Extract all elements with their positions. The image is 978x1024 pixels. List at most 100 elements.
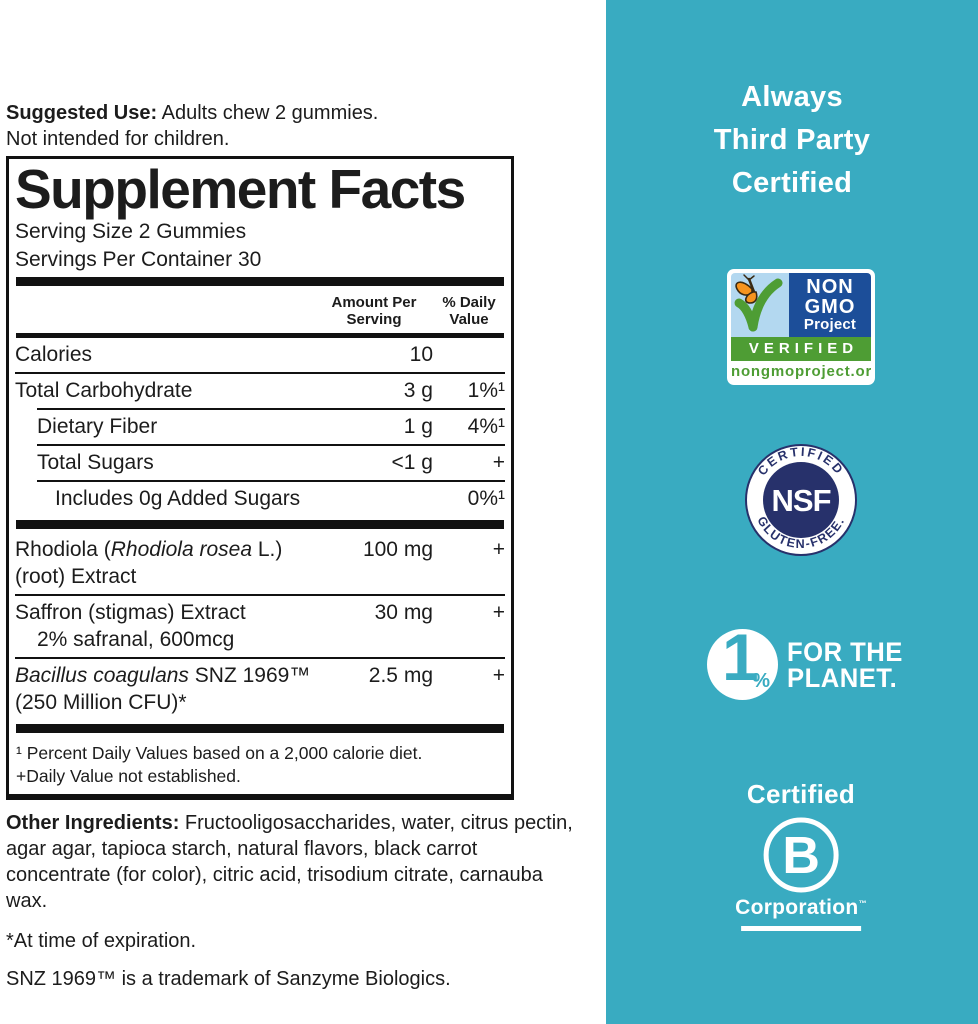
row-dv: 4%¹ [467,415,505,439]
row-label: Total Sugars [37,451,154,475]
b-corp-logo: Certified B Corporation™ [735,779,867,931]
row-dv: + [492,538,505,562]
divider-medium [16,333,504,339]
supplement-facts-panel: Supplement Facts Serving Size 2 Gummies … [6,156,514,801]
divider-thick [16,277,504,287]
nsf-gluten-free-badge: CERTIFIED GLUTEN-FREE. NSF [744,443,858,562]
expiration-note: *At time of expiration. [6,930,197,953]
row-label-line2: (250 Million CFU)* [15,691,187,715]
row-label-line2: (root) Extract [15,565,137,589]
nsf-center-text: NSF [772,483,831,518]
divider-thin [37,444,505,447]
non-gmo-butterfly-graphic [731,273,789,337]
b-corp-underline-bar [741,926,861,931]
row-label: Dietary Fiber [37,415,158,439]
table-row-bacillus: Bacillus coagulans SNZ 1969™ (250 Millio… [15,659,505,720]
b-corp-trademark: ™ [858,899,867,908]
supplement-facts-title: Supplement Facts [15,158,466,220]
non-gmo-project-badge: NON GMO Project VERIFIED nongmoproject.o… [727,269,875,385]
non-gmo-verified-band: VERIFIED [731,337,871,361]
divider-thin [15,594,505,597]
table-row-total-carbohydrate: Total Carbohydrate 3 g 1%¹ [15,374,505,408]
b-corp-certified-text: Certified [746,779,856,809]
row-label-italic: Bacillus coagulans [15,664,189,688]
suggested-use-text: Suggested Use: Adults chew 2 gummies. No… [6,100,592,152]
one-percent-symbol: % [752,670,770,692]
footnote-dv-not-established: +Daily Value not established. [16,766,241,787]
heading-line-always: Always [741,81,843,113]
table-row-total-sugars: Total Sugars <1 g + [15,446,505,480]
divider-thin [37,408,505,411]
suggested-use-label: Suggested Use: [6,102,158,124]
row-amount: 2.5 mg [368,664,433,688]
row-label-post: L.) [252,538,283,562]
row-dv: + [492,601,505,625]
one-percent-circle-icon: 1 % [707,622,778,700]
b-corp-circle-icon: B [763,817,839,893]
row-amount: 30 mg [374,601,433,625]
row-dv: 0%¹ [467,487,505,511]
suggested-use-rest: Adults chew 2 gummies. [157,102,379,124]
b-corp-corporation-word: Corporation [735,896,859,919]
column-header-amount: Amount Per Serving [315,294,433,328]
one-percent-number: 1 [722,620,759,694]
column-header-dv: % Daily Value [433,294,505,328]
divider-thin [15,657,505,660]
certification-panel: Always Third Party Certified NON [606,0,978,1024]
row-label: Saffron (stigmas) Extract 2% safranal, 6… [15,599,315,653]
row-amount: 3 g [403,379,433,403]
one-percent-text: FOR THE PLANET. [787,636,903,693]
row-amount: 100 mg [362,538,433,562]
row-dv: 1%¹ [467,379,505,403]
divider-thin [15,372,505,375]
nsf-badge-icon: CERTIFIED GLUTEN-FREE. NSF [745,444,857,556]
footnote-daily-values: ¹ Percent Daily Values based on a 2,000 … [16,743,423,764]
column-header-amount-line2: Serving [346,311,402,329]
servings-per-container: Servings Per Container 30 [15,248,262,272]
row-label-line1: Saffron (stigmas) Extract [15,601,246,625]
table-row-saffron: Saffron (stigmas) Extract 2% safranal, 6… [15,596,505,657]
row-label: Calories [15,343,93,367]
divider-thick [16,724,504,734]
non-gmo-badge-top: NON GMO Project [731,273,871,337]
panel-heading: Always Third Party Certified [606,76,978,205]
row-label-pre: Rhodiola ( [15,538,111,562]
row-label: Bacillus coagulans SNZ 1969™ (250 Millio… [15,662,315,716]
non-gmo-line3: Project [803,316,857,333]
other-ingredients: Other Ingredients: Fructooligosaccharide… [6,810,584,914]
table-row-calories: Calories 10 [15,338,505,372]
suggested-use-line2: Not intended for children. [6,128,230,150]
row-amount: <1 g [391,451,433,475]
other-ingredients-label: Other Ingredients: [6,812,180,835]
butterfly-check-icon [734,274,783,332]
one-percent-for-the-planet-logo: 1 % FOR THE PLANET. [707,622,909,700]
table-row-added-sugars: Includes 0g Added Sugars 0%¹ [15,482,505,516]
non-gmo-badge-inner: NON GMO Project VERIFIED nongmoproject.o… [731,273,871,383]
row-amount: 1 g [403,415,433,439]
table-header: Amount Per Serving % Daily Value [15,290,505,333]
column-header-amount-line1: Amount Per [331,294,417,312]
one-percent-line2: PLANET. [787,662,898,693]
row-label-line2: 2% safranal, 600mcg [37,628,235,652]
non-gmo-url: nongmoproject.org [731,363,871,380]
non-gmo-line2: GMO [804,296,856,318]
row-label: Total Carbohydrate [15,379,193,403]
row-dv: + [492,664,505,688]
divider-thick [16,520,504,530]
non-gmo-line1: NON [806,276,854,298]
column-header-dv-line2: Value [449,311,489,329]
b-corp-corporation-text: Corporation™ [735,896,867,920]
row-label: Includes 0g Added Sugars [55,487,301,511]
label-left-column: Suggested Use: Adults chew 2 gummies. No… [6,100,592,991]
table-footnotes: ¹ Percent Daily Values based on a 2,000 … [15,737,505,790]
row-label-italic: Rhodiola rosea [110,538,252,562]
row-label-post: SNZ 1969™ [188,664,311,688]
table-row-rhodiola: Rhodiola (Rhodiola rosea L.) (root) Extr… [15,533,505,594]
serving-size: Serving Size 2 Gummies [15,220,247,244]
one-percent-line1: FOR THE [787,636,903,667]
row-amount: 10 [409,343,433,367]
b-corp-letter: B [782,827,820,885]
heading-line-third-party: Third Party [713,124,871,156]
table-row-dietary-fiber: Dietary Fiber 1 g 4%¹ [15,410,505,444]
row-label: Rhodiola (Rhodiola rosea L.) (root) Extr… [15,536,315,590]
